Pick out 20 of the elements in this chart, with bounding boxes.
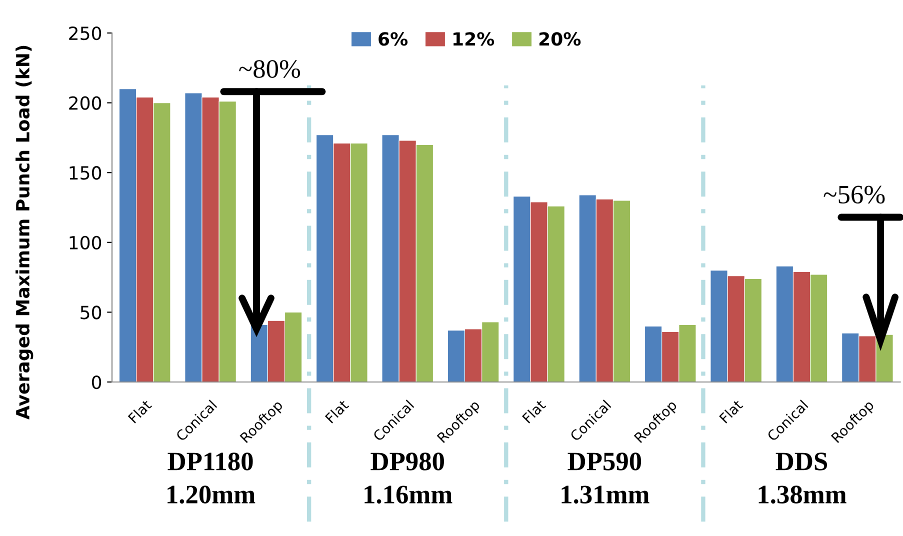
text: DP1180 1.20mm xyxy=(168,452,256,504)
y-tick-label: 50 xyxy=(80,306,102,320)
text: DP590 1.31mm xyxy=(562,452,650,504)
y-axis-title: Averaged Maximum Punch Load (kN) xyxy=(16,46,34,420)
legend-label: 12% xyxy=(454,32,494,46)
y-tick-label: 100 xyxy=(70,236,102,250)
x-tick-label: Flat xyxy=(522,398,546,424)
annotation: ~80% xyxy=(239,60,300,78)
x-tick-label: Flat xyxy=(128,398,152,424)
y-tick-label: 250 xyxy=(69,26,102,40)
text: DDS 1.38mm xyxy=(758,452,846,504)
legend-label: 6% xyxy=(378,32,408,46)
y-tick-label: 150 xyxy=(70,166,102,180)
y-tick-label: 0 xyxy=(92,375,102,390)
x-tick-label: Flat xyxy=(718,398,744,424)
x-tick-label: Flat xyxy=(324,398,350,424)
legend-label: 20% xyxy=(539,32,581,46)
text: DP980 1.16mm xyxy=(364,452,452,504)
annotation: ~56% xyxy=(824,186,885,204)
y-tick-label: 200 xyxy=(69,96,102,110)
